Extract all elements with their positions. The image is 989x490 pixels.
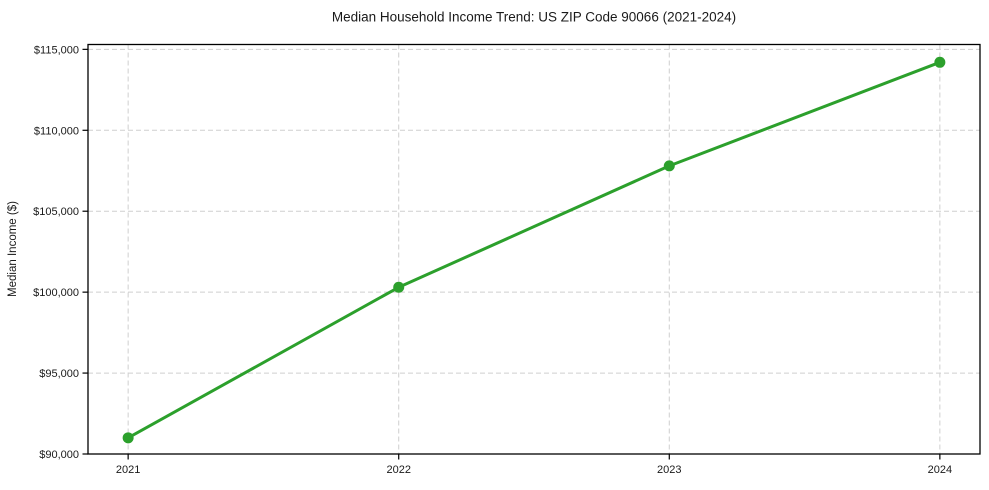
x-tick-label: 2021: [116, 464, 140, 476]
data-point: [122, 432, 134, 444]
data-point: [663, 160, 675, 172]
y-tick-label: $115,000: [34, 44, 79, 56]
plot-border: [87, 43, 981, 455]
axis-layer: $90,000 $95,000 $100,000 $105,000 $110,000 $1…: [33, 43, 981, 476]
x-tick-label: 2022: [386, 464, 410, 476]
y-tick-label: $110,000: [34, 125, 79, 137]
grid-layer: [88, 44, 980, 455]
y-tick-label: $95,000: [39, 368, 79, 380]
data-point: [934, 56, 946, 68]
chart-title: Median Household Income Trend: US ZIP Co…: [332, 10, 736, 25]
y-tick-label: $105,000: [33, 206, 79, 218]
income-line-series: [122, 56, 946, 444]
y-tick-label: $90,000: [39, 449, 79, 461]
y-axis-label: Median Income ($): [7, 201, 19, 297]
x-tick-label: 2023: [657, 464, 681, 476]
data-point: [393, 281, 405, 293]
income-trend-line: [126, 60, 942, 440]
y-tick-label: $100,000: [33, 287, 79, 299]
x-tick-label: 2024: [928, 464, 952, 476]
